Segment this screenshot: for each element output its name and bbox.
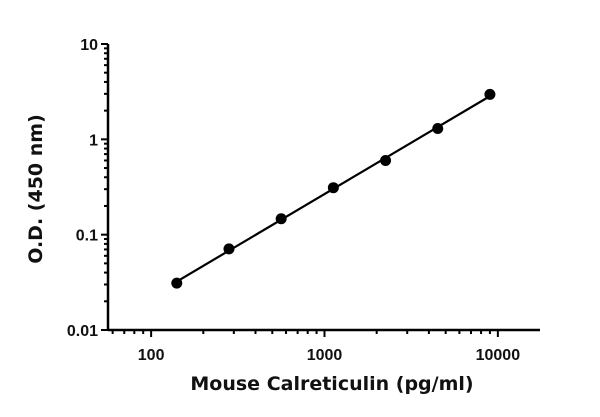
data-point: [275, 213, 287, 225]
data-point: [432, 122, 444, 134]
y-tick-label: 10: [80, 37, 98, 54]
x-tick-label: 1000: [307, 347, 343, 364]
data-point: [484, 88, 496, 100]
y-tick-label: 1: [89, 132, 98, 149]
data-point: [171, 277, 183, 289]
y-tick-label: 0.01: [67, 323, 98, 340]
x-tick-label: 100: [138, 347, 165, 364]
x-axis-title: Mouse Calreticulin (pg/ml): [190, 373, 473, 395]
data-point: [223, 243, 235, 255]
y-axis-title: O.D. (450 nm): [25, 114, 47, 264]
y-tick-label: 0.1: [76, 228, 98, 245]
axes: [101, 43, 540, 337]
data-point: [380, 154, 392, 166]
x-tick-label: 10000: [476, 347, 521, 364]
data-point: [327, 182, 339, 194]
plot-area: [171, 88, 496, 289]
